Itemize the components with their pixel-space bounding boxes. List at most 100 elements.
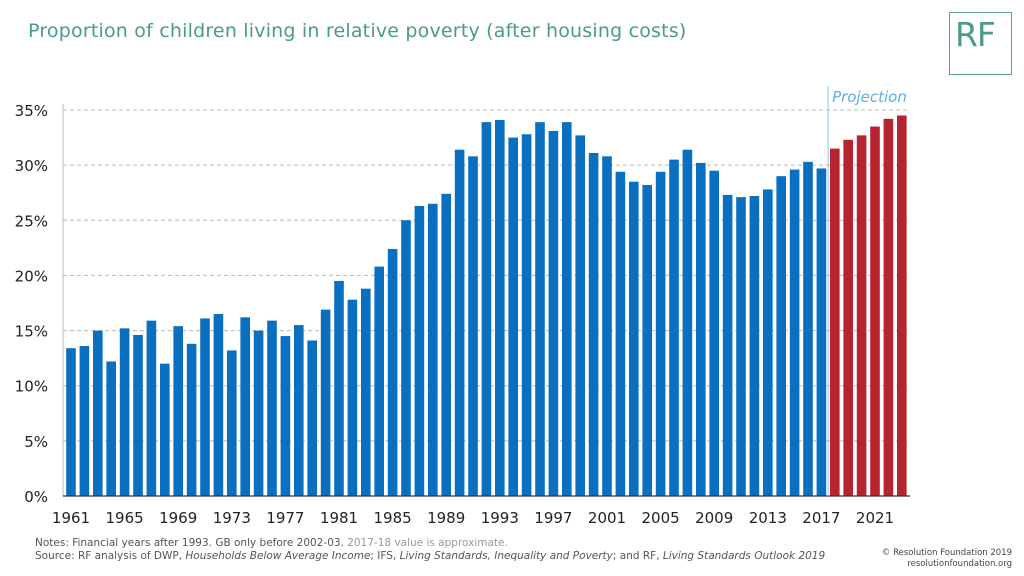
x-tick-label: 1981 — [320, 509, 358, 527]
bar — [79, 346, 90, 496]
x-tick-label: 1997 — [534, 509, 572, 527]
bar — [93, 330, 103, 496]
bar — [320, 309, 331, 496]
bar — [186, 343, 197, 496]
notes-approx-text: 2017-18 value is approximate. — [347, 537, 508, 549]
bar — [749, 196, 760, 496]
bar — [347, 299, 358, 496]
bar — [722, 194, 733, 497]
bar — [253, 330, 264, 496]
bar — [562, 122, 572, 496]
source-line: Source: RF analysis of DWP, Households B… — [35, 550, 825, 563]
source-living-standards: Living Standards, Inequality and Poverty — [399, 550, 613, 562]
x-tick-label: 1993 — [481, 509, 519, 527]
bar — [133, 334, 143, 496]
projection-bar — [830, 148, 840, 496]
x-tick-label: 2001 — [588, 509, 626, 527]
bar — [200, 318, 210, 496]
copyright-text: © Resolution Foundation 2019 — [881, 548, 1012, 558]
x-tick-label: 2017 — [802, 509, 840, 527]
bar — [763, 189, 773, 497]
y-tick-label: 15% — [15, 323, 48, 341]
bar — [682, 149, 693, 496]
projection-bar — [897, 115, 907, 496]
bar — [441, 193, 451, 496]
x-tick-label: 1965 — [106, 509, 144, 527]
x-tick-label: 2021 — [856, 509, 894, 527]
bar — [495, 119, 505, 496]
x-tick-label: 2013 — [749, 509, 787, 527]
source-mid1: ; IFS, — [370, 550, 400, 562]
bar — [267, 320, 277, 496]
bar — [481, 122, 492, 496]
y-tick-label: 5% — [24, 433, 48, 451]
x-tick-label: 1973 — [213, 509, 251, 527]
x-tick-label: 2009 — [695, 509, 733, 527]
bar — [803, 161, 813, 496]
source-mid2: ; and RF, — [612, 550, 663, 562]
y-tick-label: 30% — [15, 157, 48, 175]
website-text: resolutionfoundation.org — [907, 559, 1012, 569]
bar — [160, 363, 170, 496]
y-tick-label: 35% — [15, 102, 48, 120]
x-tick-label: 1985 — [374, 509, 412, 527]
chart-notes: Notes: Financial years after 1993. GB on… — [35, 537, 825, 563]
x-tick-label: 1969 — [159, 509, 197, 527]
bar — [294, 325, 304, 496]
bar — [709, 170, 719, 496]
bar — [280, 336, 291, 496]
bar — [535, 122, 545, 496]
bar — [521, 134, 532, 496]
bar — [361, 288, 371, 496]
x-tick-label: 2005 — [642, 509, 680, 527]
bar — [240, 317, 250, 496]
source-outlook: Living Standards Outlook 2019 — [662, 550, 826, 562]
bar — [428, 203, 438, 496]
bar — [789, 169, 800, 496]
bar — [655, 171, 666, 496]
bar — [106, 361, 116, 496]
y-tick-label: 25% — [15, 212, 48, 230]
notes-text: Notes: Financial years after 1993. GB on… — [35, 537, 344, 549]
bar — [66, 348, 76, 496]
bar — [602, 156, 612, 496]
bar — [227, 350, 237, 496]
x-tick-label: 1989 — [427, 509, 465, 527]
projection-bar — [870, 126, 880, 497]
projection-bar — [856, 135, 867, 496]
bar — [508, 137, 518, 497]
bar — [119, 328, 130, 496]
y-tick-label: 10% — [15, 378, 48, 396]
bar — [468, 156, 478, 496]
bar — [213, 314, 224, 496]
logo-text: RF — [955, 15, 996, 54]
bar — [816, 168, 827, 497]
bar — [588, 153, 599, 497]
bar — [669, 159, 679, 496]
source-prefix: Source: RF analysis of DWP, — [35, 550, 186, 562]
bar — [454, 149, 465, 496]
bar — [146, 320, 157, 496]
x-tick-label: 1977 — [266, 509, 304, 527]
bar — [575, 135, 585, 496]
chart-title: Proportion of children living in relativ… — [28, 20, 687, 42]
y-tick-label: 0% — [24, 488, 48, 506]
bar — [307, 340, 317, 496]
bar — [334, 280, 344, 496]
y-tick-label: 20% — [15, 267, 48, 285]
projection-bar — [883, 118, 894, 496]
projection-bar — [843, 139, 853, 496]
bar — [615, 171, 626, 496]
bar — [642, 184, 652, 496]
bar — [629, 181, 639, 496]
bar — [387, 248, 398, 496]
bar — [401, 220, 411, 497]
bar — [173, 326, 183, 496]
x-tick-label: 1961 — [52, 509, 90, 527]
bar — [548, 130, 559, 496]
notes-line: Notes: Financial years after 1993. GB on… — [35, 537, 825, 550]
bar — [414, 205, 425, 496]
source-hbai: Households Below Average Income — [185, 550, 371, 562]
projection-label: Projection — [832, 88, 907, 106]
